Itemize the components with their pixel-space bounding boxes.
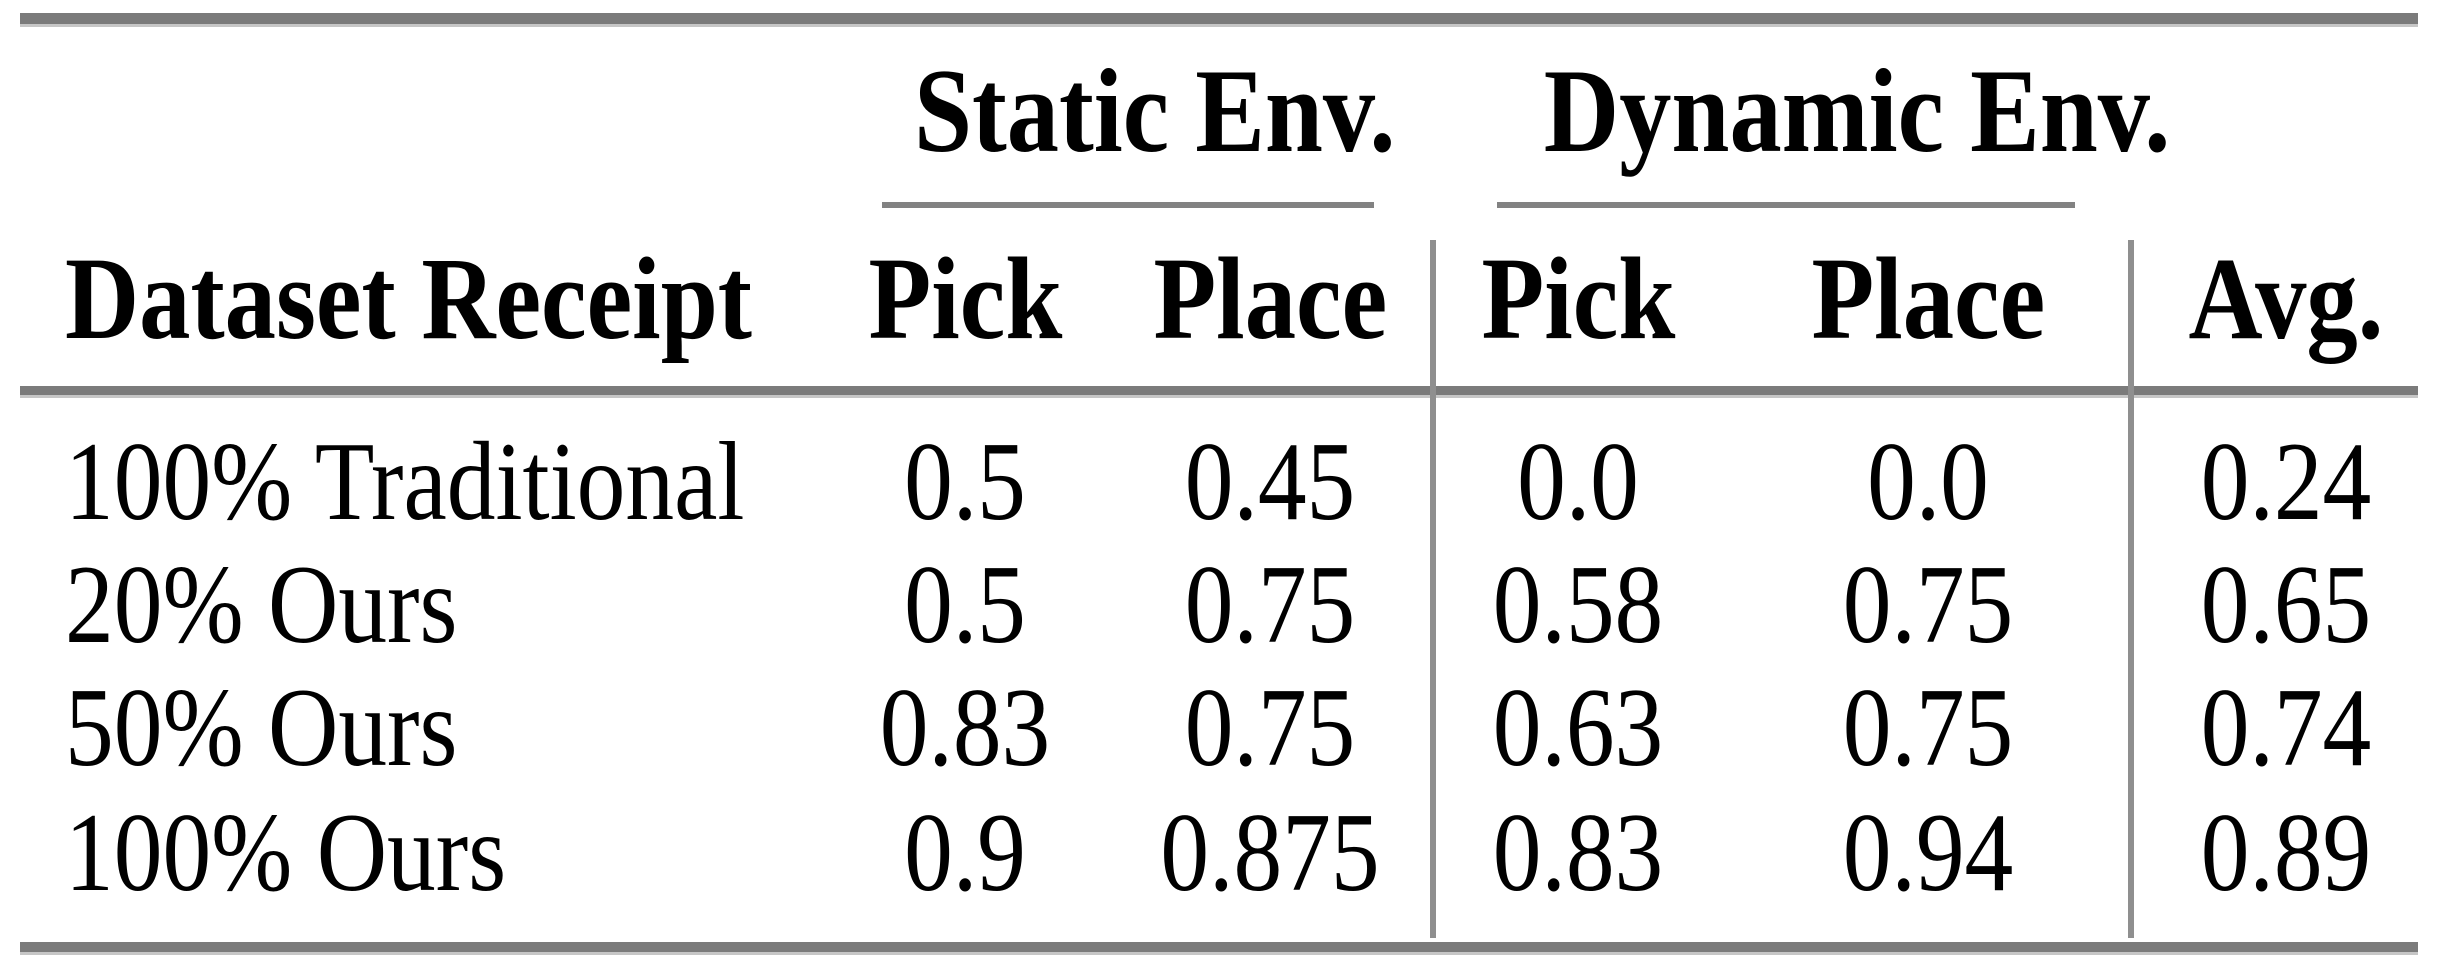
column-group-dynamic-env: Dynamic Env. [1497, 51, 2171, 171]
cell-dynamic-pick: 0.63 [1492, 666, 1664, 790]
table-row: 100% Traditional 0.5 0.45 0.0 0.0 0.24 [0, 420, 2440, 544]
column-header-avg: Avg. [2188, 233, 2384, 364]
cell-avg: 0.74 [2200, 666, 2372, 790]
dynamic-group-underline [1497, 202, 2075, 208]
cell-static-place: 0.45 [1184, 420, 1356, 544]
table-header-rule [20, 386, 2418, 398]
cell-static-place: 0.75 [1184, 666, 1356, 790]
cell-dynamic-pick: 0.83 [1492, 791, 1664, 915]
table-bottom-rule [20, 942, 2418, 955]
cell-dynamic-pick: 0.0 [1517, 420, 1639, 544]
cell-static-pick: 0.5 [904, 543, 1026, 667]
cell-dynamic-place: 0.94 [1842, 791, 2014, 915]
cell-dynamic-pick: 0.58 [1492, 543, 1664, 667]
column-header-dynamic-place: Place [1811, 233, 2045, 364]
cell-dynamic-place: 0.75 [1842, 666, 2014, 790]
cell-avg: 0.24 [2200, 420, 2372, 544]
row-label: 100% Ours [65, 791, 507, 915]
row-label: 50% Ours [65, 666, 458, 790]
column-group-static-env-label: Static Env. [913, 44, 1396, 177]
column-header-dynamic-pick: Pick [1481, 233, 1675, 364]
cell-dynamic-place: 0.75 [1842, 543, 2014, 667]
table-top-rule [20, 13, 2418, 27]
static-group-underline [882, 202, 1374, 208]
vertical-rule-static-dynamic [1430, 240, 1436, 938]
table-row: 100% Ours 0.9 0.875 0.83 0.94 0.89 [0, 791, 2440, 915]
column-header-static-pick: Pick [868, 233, 1062, 364]
cell-dynamic-place: 0.0 [1867, 420, 1989, 544]
cell-static-pick: 0.83 [879, 666, 1051, 790]
table-row: 50% Ours 0.83 0.75 0.63 0.75 0.74 [0, 666, 2440, 790]
cell-static-place: 0.875 [1160, 791, 1380, 915]
cell-static-pick: 0.9 [904, 791, 1026, 915]
cell-avg: 0.89 [2200, 791, 2372, 915]
cell-static-pick: 0.5 [904, 420, 1026, 544]
column-header-static-place: Place [1153, 233, 1387, 364]
vertical-rule-dynamic-avg [2128, 240, 2134, 938]
column-group-dynamic-env-label: Dynamic Env. [1543, 44, 2171, 177]
cell-static-place: 0.75 [1184, 543, 1356, 667]
column-group-static-env: Static Env. [878, 51, 1395, 171]
table-row: 20% Ours 0.5 0.75 0.58 0.75 0.65 [0, 543, 2440, 667]
row-label: 100% Traditional [65, 420, 745, 544]
cell-avg: 0.65 [2200, 543, 2372, 667]
row-label: 20% Ours [65, 543, 458, 667]
column-header-dataset-receipt: Dataset Receipt [65, 233, 753, 364]
